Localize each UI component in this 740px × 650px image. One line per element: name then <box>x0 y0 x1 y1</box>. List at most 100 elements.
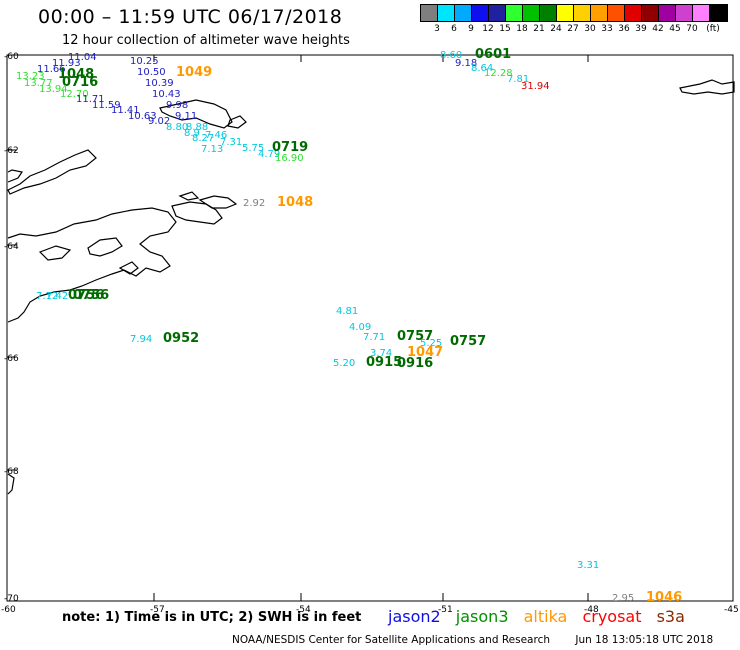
legend-swatch <box>591 5 608 21</box>
wave-height-label: 8.64 <box>471 63 493 74</box>
map-title: 00:00 – 11:59 UTC 06/17/2018 <box>38 6 343 28</box>
legend-swatch <box>574 5 591 21</box>
legend-swatch <box>608 5 625 21</box>
lon-label: -45 <box>724 605 739 615</box>
wave-height-label: 10.25 <box>130 56 159 67</box>
legend-swatch <box>710 5 727 21</box>
wave-height-label: 3.31 <box>577 560 599 571</box>
wave-height-label: 13.23 <box>16 71 45 82</box>
wave-height-label: 9.18 <box>455 58 477 69</box>
legend-tick-label: 27 <box>567 24 579 34</box>
sat-s3a: s3a <box>656 607 685 626</box>
wave-height-label: 8.80 <box>166 122 188 133</box>
pass-time-label: 0916 <box>397 356 433 371</box>
wave-height-label: 8.88 <box>186 122 208 133</box>
lon-label: -48 <box>584 605 599 615</box>
legend-tick-label: 3 <box>434 24 440 34</box>
legend-swatch <box>489 5 506 21</box>
longitude-labels: -60 -57 -54 -51 -48 -45 <box>1 605 739 615</box>
satellite-legend: jason2 jason3 altika cryosat s3a <box>388 607 695 626</box>
legend-tick-label: 24 <box>550 24 562 34</box>
pass-time-label: 1049 <box>176 65 212 80</box>
wave-height-label: 10.50 <box>137 67 166 78</box>
lat-label: -68 <box>4 467 19 477</box>
wave-height-label: 16.90 <box>275 153 304 164</box>
sat-altika: altika <box>523 607 568 626</box>
legend-color-bar <box>420 4 728 22</box>
graticule-ticks <box>7 55 589 601</box>
legend-tick-label: 21 <box>533 24 545 34</box>
wave-height-label: 5.75 <box>242 143 264 154</box>
latitude-labels: -60 -62 -64 -66 -68 -70 <box>4 52 19 604</box>
legend-tick-label: 12 <box>482 24 494 34</box>
sat-jason2: jason2 <box>388 607 441 626</box>
wave-height-label: 7.13 <box>201 144 223 155</box>
wave-height-label: 31.94 <box>521 81 550 92</box>
wave-height-label: 11.04 <box>68 52 97 63</box>
footer-generated: Jun 18 13:05:18 UTC 2018 <box>575 634 714 646</box>
pass-time-label: 1046 <box>646 590 682 605</box>
legend-tick-label: 39 <box>635 24 647 34</box>
lon-label: -60 <box>1 605 16 615</box>
pass-time-label: 0719 <box>272 140 308 155</box>
legend-swatch <box>659 5 676 21</box>
wave-height-label: 11.71 <box>76 94 105 105</box>
sat-jason3: jason3 <box>455 607 509 626</box>
legend-swatch <box>642 5 659 21</box>
wave-height-label: 8.60 <box>440 50 462 61</box>
pass-time-label: 1047 <box>407 345 443 360</box>
legend-swatch <box>421 5 438 21</box>
pass-time-label: 0915 <box>366 355 402 370</box>
wave-height-label: 10.39 <box>145 78 174 89</box>
coastline <box>7 79 735 495</box>
footer-credit: NOAA/NESDIS Center for Satellite Applica… <box>232 634 550 646</box>
legend-swatch <box>523 5 540 21</box>
wave-height-label: 11.93 <box>52 58 81 69</box>
legend-tick-label: (ft) <box>706 24 720 34</box>
sat-cryosat: cryosat <box>582 607 642 626</box>
lon-label: -54 <box>296 605 311 615</box>
pass-time-label: 0757 <box>450 334 486 349</box>
legend-swatch <box>676 5 693 21</box>
lat-label: -60 <box>4 52 19 62</box>
wave-height-label: 11.59 <box>92 100 121 111</box>
wave-height-label: 7.81 <box>507 74 529 85</box>
wave-height-label: 4.79 <box>258 149 280 160</box>
lat-label: -66 <box>4 354 19 364</box>
pass-time-label: 0756 <box>73 288 109 303</box>
wave-height-label: 13.77 <box>24 78 53 89</box>
wave-height-label: 4.09 <box>349 322 371 333</box>
wave-height-label: 7.12 <box>36 291 58 302</box>
legend-swatch <box>557 5 574 21</box>
wave-height-label: 4.81 <box>336 306 358 317</box>
wave-height-label: 10.43 <box>152 89 181 100</box>
legend-tick-label: 33 <box>601 24 613 34</box>
legend-swatch <box>625 5 642 21</box>
wave-height-label: 12.70 <box>60 89 89 100</box>
legend-tick-label: 6 <box>451 24 457 34</box>
pass-time-label: 1048 <box>277 195 313 210</box>
legend-tick-label: 9 <box>468 24 474 34</box>
legend-tick-label: 30 <box>584 24 596 34</box>
wave-height-label: 7.42 <box>46 291 68 302</box>
legend-swatch <box>693 5 710 21</box>
legend-tick-label: 18 <box>516 24 528 34</box>
wave-height-label: 3.74 <box>370 348 392 359</box>
wave-height-label: 7.94 <box>130 334 152 345</box>
color-legend: 3 6 9 12 15 18 21 24 27 30 33 36 39 42 45 70 (ft) <box>420 4 728 36</box>
legend-tick-label: 45 <box>669 24 681 34</box>
wave-height-label: 11.66 <box>37 64 66 75</box>
wave-height-label: 9.98 <box>166 100 188 111</box>
legend-tick-label: 36 <box>618 24 630 34</box>
wave-height-label: 5.25 <box>420 338 442 349</box>
wave-height-label: 8.9 <box>184 128 200 139</box>
pass-time-label: 0756 <box>68 288 104 303</box>
pass-time-label: 0601 <box>475 47 511 62</box>
lon-label: -51 <box>438 605 453 615</box>
wave-height-label: 7.46 <box>205 130 227 141</box>
wave-height-label: 11.41 <box>111 105 140 116</box>
legend-tick-label: 42 <box>652 24 664 34</box>
units-note: note: 1) Time is in UTC; 2) SWH is in fe… <box>62 610 362 625</box>
pass-time-label: 0716 <box>62 75 98 90</box>
